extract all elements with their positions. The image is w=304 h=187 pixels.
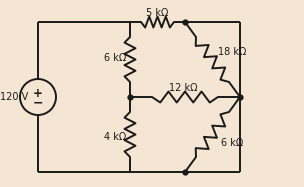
Text: 6 kΩ: 6 kΩ — [221, 138, 243, 148]
Text: +: + — [33, 87, 43, 99]
Text: 18 kΩ: 18 kΩ — [218, 47, 246, 57]
Text: 4 kΩ: 4 kΩ — [104, 132, 126, 142]
Text: −: − — [33, 96, 43, 110]
Text: 6 kΩ: 6 kΩ — [104, 53, 126, 63]
Text: 120 V: 120 V — [0, 92, 28, 102]
Text: 5 kΩ: 5 kΩ — [146, 8, 168, 18]
Text: 12 kΩ: 12 kΩ — [169, 83, 197, 93]
